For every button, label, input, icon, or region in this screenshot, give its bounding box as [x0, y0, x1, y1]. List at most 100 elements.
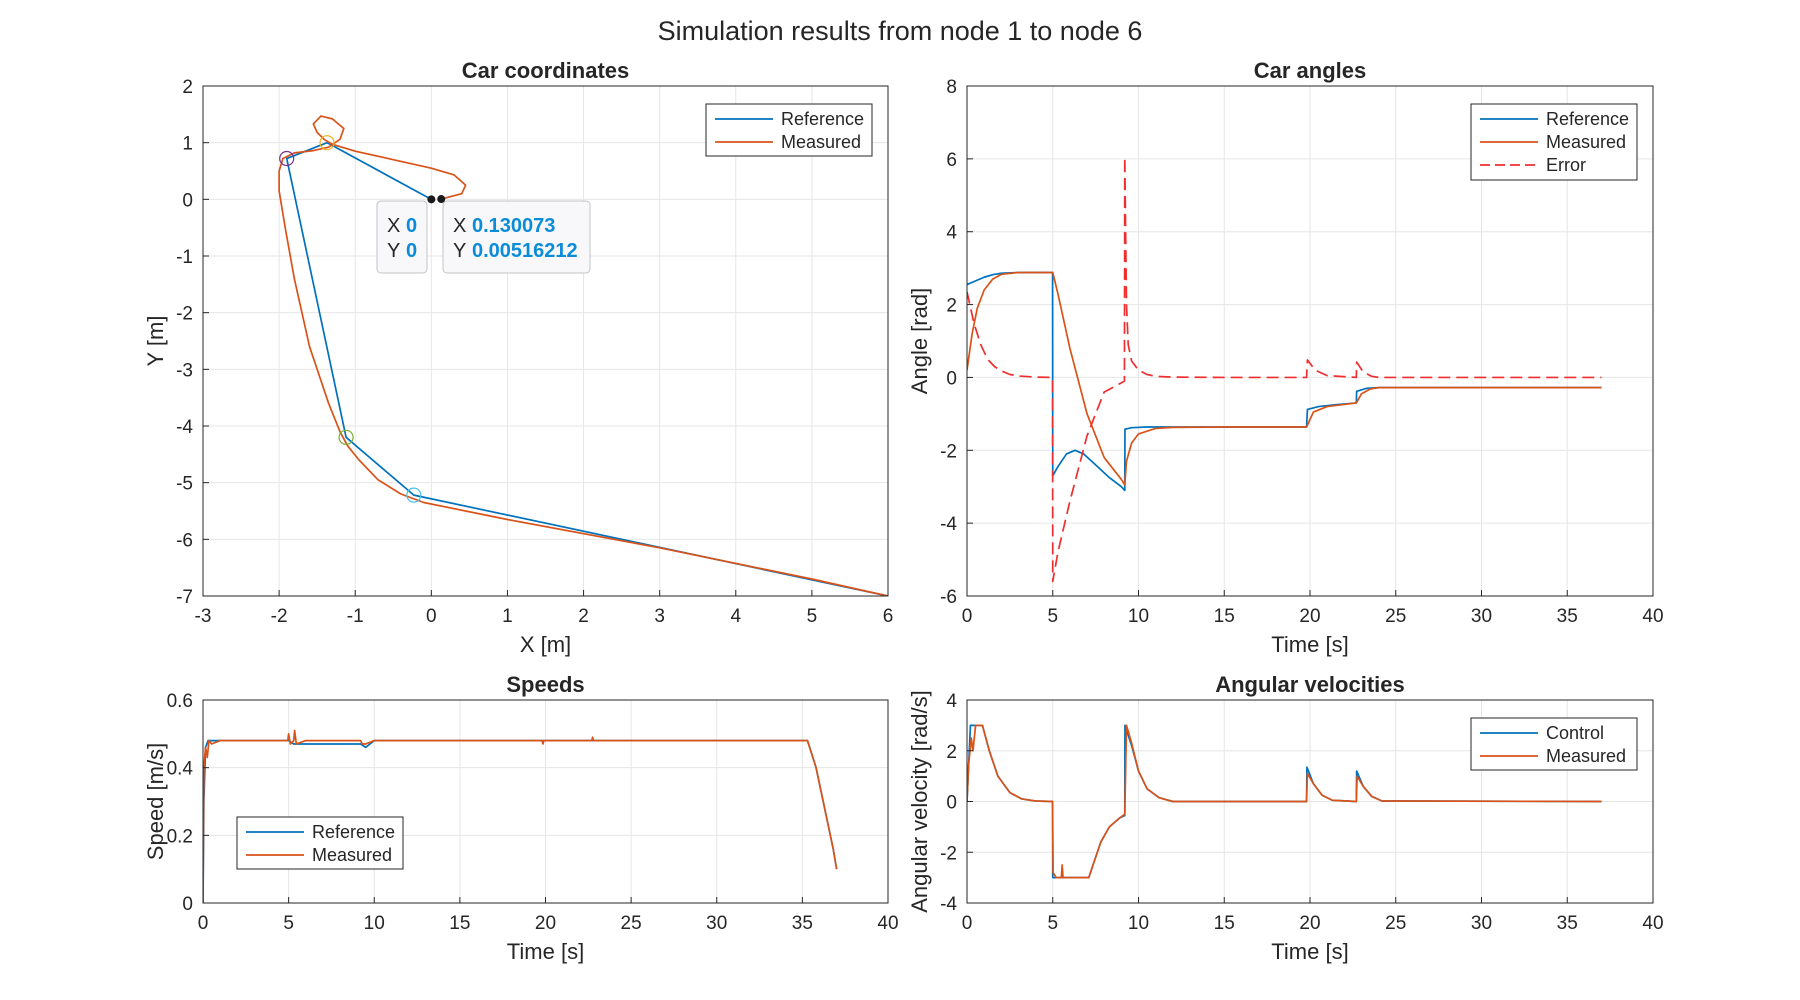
series-line-measured: [967, 724, 1602, 879]
x-tick-label: 40: [877, 913, 898, 934]
series-line-reference: [285, 141, 888, 596]
y-tick-label: -4: [940, 894, 957, 915]
data-tip-point: [437, 195, 446, 204]
y-tick-label: 0.2: [167, 826, 193, 847]
x-tick-label: 30: [1471, 606, 1492, 627]
data-tip-x-value: 0.130073: [472, 215, 555, 237]
y-tick-label: -2: [940, 441, 957, 462]
x-tick-label: 0: [198, 913, 209, 934]
y-tick-label: 0: [946, 368, 957, 389]
axes-box: [202, 85, 889, 597]
x-tick-label: 15: [1214, 913, 1235, 934]
legend-box: [705, 103, 873, 157]
y-tick-label: 0: [182, 190, 193, 211]
x-tick-label: 20: [1299, 913, 1320, 934]
y-axis-label: Y [m]: [143, 316, 168, 367]
x-axis-label: X [m]: [520, 632, 571, 657]
axes-title: Car angles: [1254, 58, 1367, 83]
x-tick-label: 4: [730, 606, 741, 627]
data-tip-x-key: X: [453, 215, 466, 237]
y-tick-label: 2: [946, 742, 957, 763]
y-tick-label: -4: [176, 417, 193, 438]
axes-title: Car coordinates: [462, 58, 630, 83]
x-tick-label: 15: [1214, 606, 1235, 627]
y-tick-label: -7: [176, 587, 193, 608]
data-tip-y-key: Y: [387, 240, 400, 262]
data-tip-point: [427, 195, 436, 204]
data-tip-y-key: Y: [453, 240, 466, 262]
legend-label-measured: Measured: [312, 845, 392, 865]
x-tick-label: 1: [502, 606, 513, 627]
y-tick-label: -2: [176, 304, 193, 325]
legend-label-error: Error: [1546, 155, 1586, 175]
data-tip-x-key: X: [387, 215, 400, 237]
x-tick-label: 10: [1128, 913, 1149, 934]
y-axis-label: Speed [m/s]: [143, 743, 168, 860]
y-tick-label: 0: [946, 793, 957, 814]
x-tick-label: 10: [364, 913, 385, 934]
x-tick-label: 40: [1642, 913, 1663, 934]
legend-label-reference: Reference: [781, 109, 864, 129]
y-tick-label: 1: [182, 134, 193, 155]
figure-title: Simulation results from node 1 to node 6: [658, 16, 1143, 46]
y-tick-label: -5: [176, 474, 193, 495]
axes-angular-velocities: 0 5 10 15 20 25 30 35 40 -4 -2 0 2 4 Angular velocitie…: [907, 672, 1664, 964]
axes-title: Angular velocities: [1215, 672, 1405, 697]
plot-area: [203, 86, 888, 596]
y-tick-label: 0: [182, 894, 193, 915]
legend: Control Measured: [1470, 717, 1638, 771]
x-tick-label: -1: [347, 606, 364, 627]
axes-title: Speeds: [506, 672, 584, 697]
y-tick-label: -1: [176, 247, 193, 268]
y-tick-label: 0.4: [167, 759, 194, 780]
x-tick-label: 25: [1385, 606, 1406, 627]
x-tick-label: 15: [449, 913, 470, 934]
y-tick-label: -2: [940, 843, 957, 864]
x-tick-label: 40: [1642, 606, 1663, 627]
data-tip-y-value: 0: [406, 240, 417, 262]
y-tick-label: -4: [940, 514, 957, 535]
legend-box: [236, 816, 404, 870]
x-tick-label: 5: [1047, 606, 1058, 627]
axes-car-coordinates: -3 -2 -1 0 1 2 3 4 5 6 -7 -6 -5 -4 -3 -2 -1 0 1 2 Car coordi…: [143, 58, 893, 657]
legend-label-measured: Measured: [781, 132, 861, 152]
x-tick-label: -3: [195, 606, 212, 627]
node-marker: [338, 429, 354, 445]
y-tick-label: -3: [176, 360, 193, 381]
x-tick-label: 20: [535, 913, 556, 934]
x-tick-label: 10: [1128, 606, 1149, 627]
legend-label-control: Control: [1546, 723, 1604, 743]
data-tip-x-value: 0: [406, 215, 417, 237]
y-tick-label: 2: [182, 77, 193, 98]
x-tick-label: 35: [1557, 913, 1578, 934]
axes-car-angles: 0 5 10 15 20 25 30 35 40 -6 -4 -2 0 2 4 6 8 Car angles Tim…: [907, 58, 1664, 657]
y-tick-label: 2: [946, 296, 957, 317]
data-tip: X 0.130073 Y 0.00516212: [442, 200, 591, 274]
series-line-error: [967, 156, 1602, 583]
series-line-measured: [967, 271, 1602, 486]
x-tick-label: 5: [807, 606, 818, 627]
legend-label-measured: Measured: [1546, 132, 1626, 152]
y-tick-label: 8: [946, 77, 957, 98]
x-axis-label: Time [s]: [1271, 632, 1348, 657]
x-tick-label: 0: [962, 606, 973, 627]
x-tick-label: -2: [271, 606, 288, 627]
legend: Reference Measured: [705, 103, 873, 157]
y-axis-label: Angular velocity [rad/s]: [907, 690, 932, 913]
y-tick-label: -6: [940, 587, 957, 608]
y-axis-label: Angle [rad]: [907, 288, 932, 394]
series-line-measured: [203, 729, 838, 903]
x-tick-label: 30: [706, 913, 727, 934]
legend: Reference Measured Error: [1470, 103, 1638, 181]
x-tick-label: 0: [962, 913, 973, 934]
x-tick-label: 2: [578, 606, 589, 627]
legend-box: [1470, 717, 1638, 771]
x-tick-label: 25: [621, 913, 642, 934]
data-tip-box: [376, 200, 428, 274]
x-tick-label: 35: [792, 913, 813, 934]
x-tick-label: 35: [1557, 606, 1578, 627]
y-tick-label: 0.6: [167, 691, 193, 712]
y-tick-label: 4: [946, 223, 957, 244]
legend-label-reference: Reference: [312, 822, 395, 842]
